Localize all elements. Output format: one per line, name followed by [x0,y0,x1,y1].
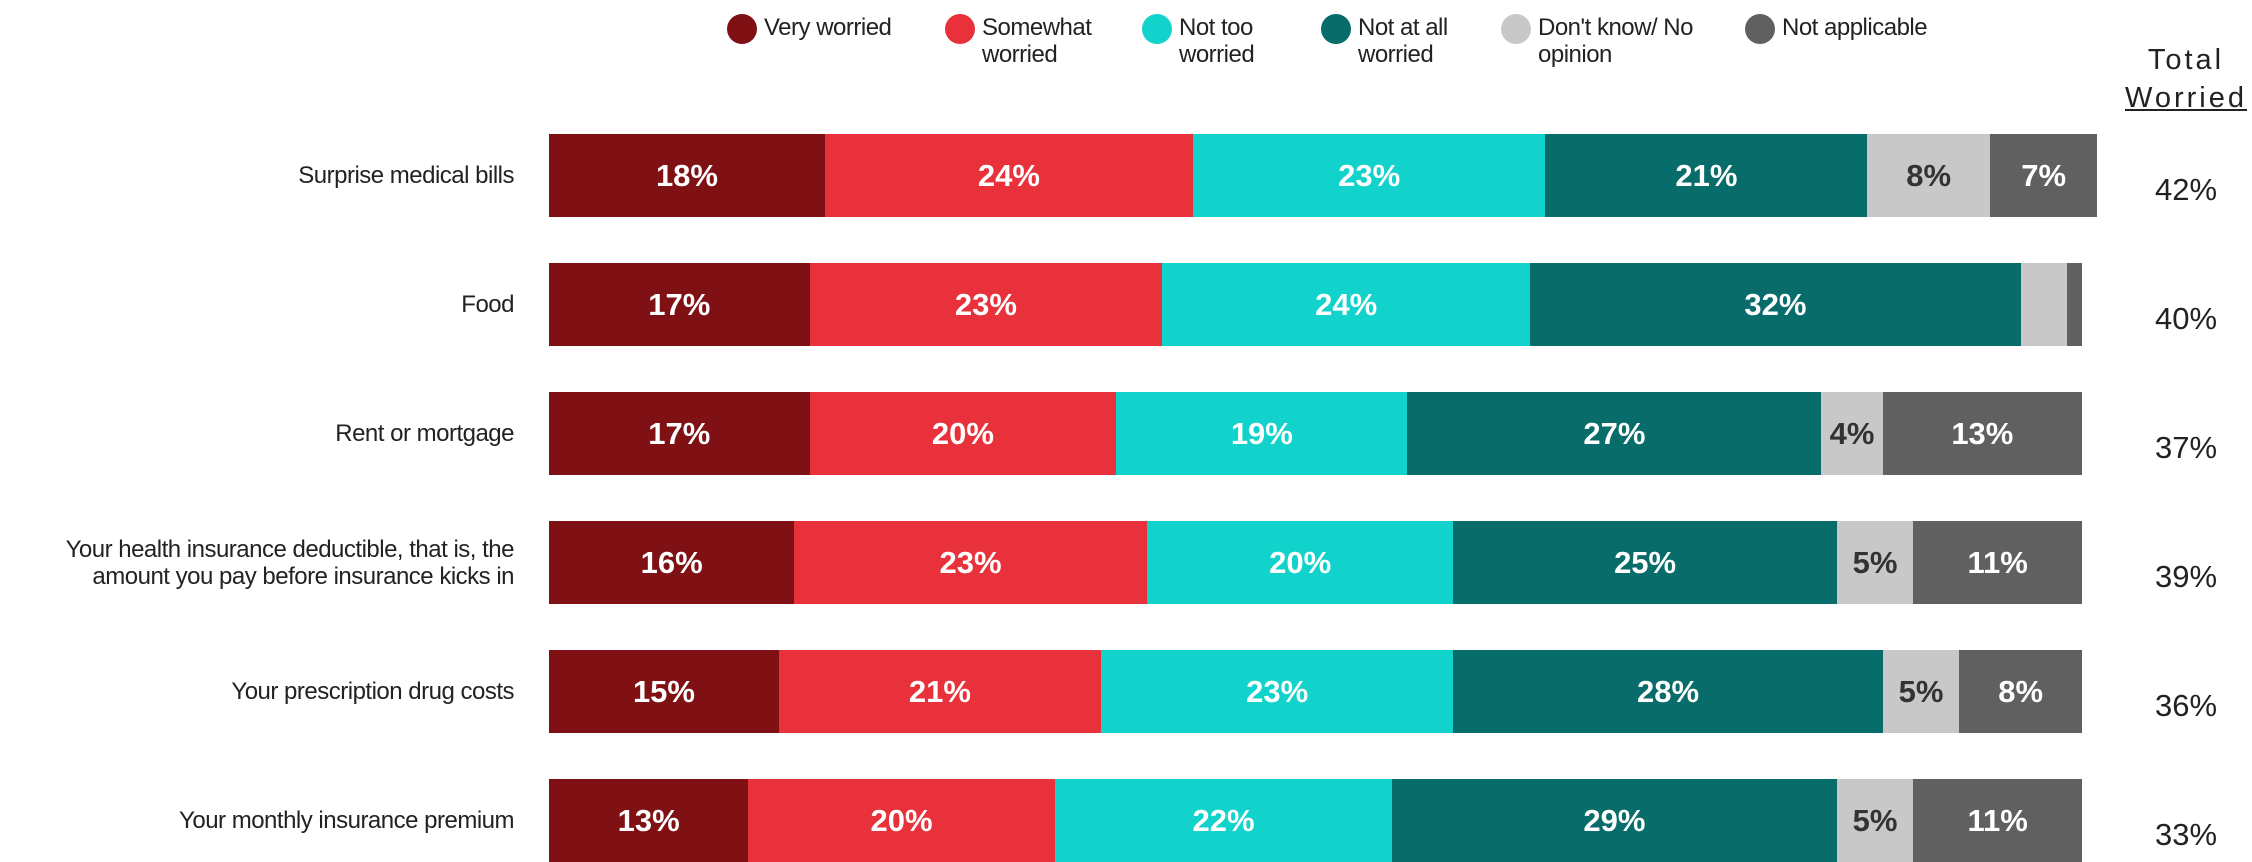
bar-segment [1959,650,2082,733]
bar-segment [1100,650,1454,733]
total-header: Total [2147,44,2225,76]
value-label: 27% [1583,415,1646,451]
bar-segment [1162,263,1531,346]
legend-marker [1501,14,1531,44]
total-value: 40% [2154,300,2218,336]
value-label: 21% [908,673,971,709]
category-label: Surprise medical bills [298,162,514,189]
legend-label: Not at all worried [1358,14,1448,68]
total-value: 36% [2154,687,2218,723]
bar-segment [1407,392,1822,475]
value-label: 17% [648,415,711,451]
legend-marker [1745,14,1775,44]
bar-segment [1392,779,1837,862]
bar-segment [1882,650,1960,733]
value-label: 11% [1967,802,2028,838]
bar-segment [1530,263,2021,346]
legend-marker [945,14,975,44]
value-label: 13% [617,802,680,838]
value-label: 20% [931,415,994,451]
value-label: 21% [1675,157,1738,193]
bar-segment [549,779,749,862]
bar-segment [549,521,795,604]
total-value: 42% [2154,171,2218,207]
value-label: 5% [1852,544,1898,580]
bar-segment [1146,521,1454,604]
bar-segment [794,521,1147,604]
bar-segment [549,392,810,475]
legend-marker [727,14,757,44]
value-label: 17% [648,286,711,322]
total-value: 37% [2154,429,2218,465]
value-label: 23% [1246,673,1309,709]
legend-label: Very worried [764,14,892,41]
category-label: Rent or mortgage [335,420,514,447]
value-label: 16% [640,544,703,580]
category-label: Your monthly insurance premium [179,807,514,834]
bar-segment [2020,263,2067,346]
value-label: 23% [954,286,1017,322]
legend-label: Not applicable [1782,14,1928,41]
value-label: 25% [1614,544,1677,580]
value-label: 11% [1967,544,2028,580]
category-label: Food [461,291,514,318]
bar-segment [748,779,1055,862]
value-label: 29% [1583,802,1646,838]
bar-segment [1192,134,1546,217]
bar-segment [1116,392,1408,475]
bar-segment [1990,134,2098,217]
bar-segment [549,134,825,217]
bar-segment [1836,521,1914,604]
value-label: 22% [1192,802,1255,838]
bar-segment [809,392,1117,475]
legend-marker [1321,14,1351,44]
bar-segment [778,650,1101,733]
value-label: 8% [1998,673,2044,709]
category-label: Your health insurance deductible, that i… [65,535,515,590]
value-label: 23% [1338,157,1401,193]
legend-label: Somewhat worried [982,14,1092,68]
bar-segment [549,263,810,346]
bar-segment [1054,779,1393,862]
value-label: 8% [1906,157,1952,193]
bar-segment [1913,521,2082,604]
value-label: 20% [870,802,933,838]
bar-segment [824,134,1193,217]
value-label: 5% [1898,673,1944,709]
category-label: Your prescription drug costs [231,678,514,705]
bar-segment [1545,134,1868,217]
total-header: Worried [2125,82,2247,114]
bar-segment [1867,134,1990,217]
value-label: 32% [1744,286,1807,322]
bar-segment [1821,392,1883,475]
value-label: 28% [1637,673,1700,709]
value-label: 19% [1230,415,1293,451]
value-label: 24% [1315,286,1378,322]
bar-segment [1453,521,1837,604]
value-label: 15% [632,673,695,709]
value-label: 4% [1829,415,1875,451]
bar-segment [1453,650,1883,733]
bar-segment [2066,263,2082,346]
value-label: 13% [1951,415,2014,451]
bar-segment [809,263,1163,346]
value-label: 18% [655,157,718,193]
total-value: 33% [2154,816,2218,852]
bar-segment [1882,392,2082,475]
bar-segment [1836,779,1914,862]
legend-marker [1142,14,1172,44]
bar-segment [549,650,779,733]
value-label: 5% [1852,802,1898,838]
total-value: 39% [2154,558,2218,594]
value-label: 24% [977,157,1040,193]
legend-label: Don't know/ No opinion [1538,14,1694,68]
legend-label: Not too worried [1179,14,1255,68]
bar-segment [1913,779,2082,862]
value-label: 23% [939,544,1002,580]
value-label: 20% [1269,544,1332,580]
value-label: 7% [2021,157,2067,193]
